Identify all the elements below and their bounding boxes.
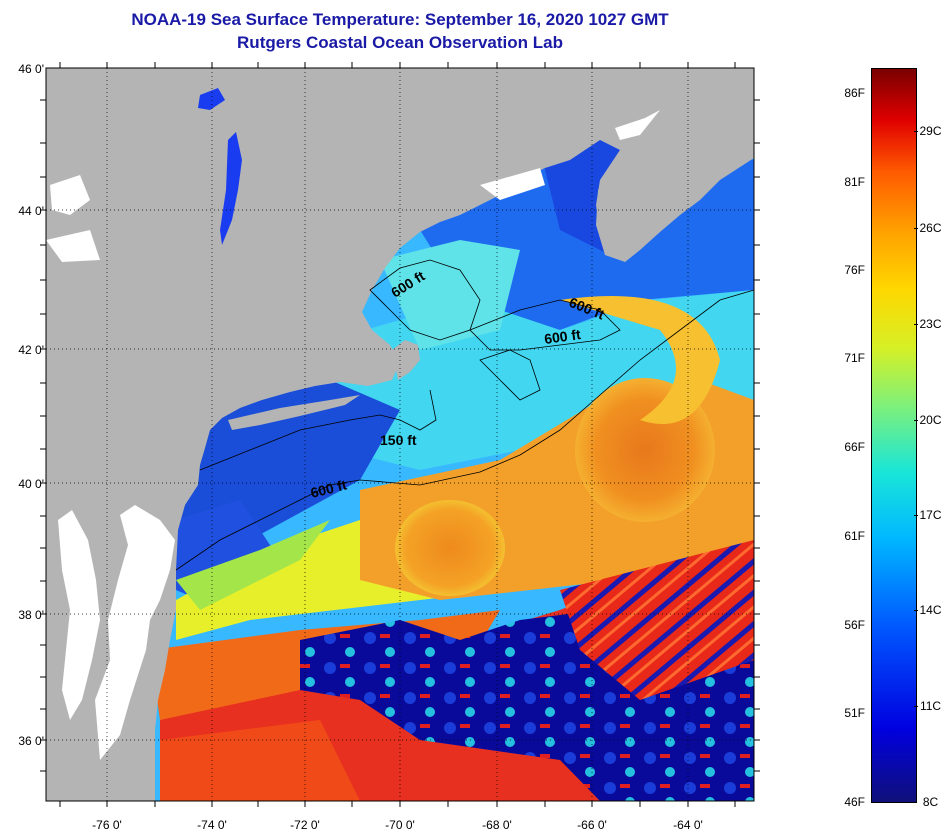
lon-label: -64 0' bbox=[673, 818, 703, 832]
lon-label: -68 0' bbox=[482, 818, 512, 832]
colorbar-c-label: 17C bbox=[914, 508, 944, 522]
lat-label: 36 0' bbox=[18, 734, 44, 748]
temperature-colorbar bbox=[871, 68, 917, 803]
colorbar-f-label: 51F bbox=[844, 706, 865, 720]
colorbar-c-label: 23C bbox=[914, 317, 944, 331]
colorbar-f-label: 81F bbox=[844, 175, 865, 189]
land-mass bbox=[46, 68, 754, 801]
colorbar-c-label: 29C bbox=[914, 124, 944, 138]
colorbar-c-label: 20C bbox=[914, 413, 944, 427]
colorbar-c-label: 14C bbox=[914, 603, 944, 617]
contour-label: 600 ft bbox=[543, 326, 582, 347]
colorbar-f-label: 76F bbox=[844, 263, 865, 277]
colorbar-f-label: 86F bbox=[844, 86, 865, 100]
lon-label: -70 0' bbox=[385, 818, 415, 832]
lat-label: 42 0' bbox=[18, 343, 44, 357]
colorbar-f-label: 66F bbox=[844, 440, 865, 454]
lat-label: 44 0' bbox=[18, 204, 44, 218]
colorbar-f-label: 61F bbox=[844, 529, 865, 543]
contour-label: 150 ft bbox=[380, 432, 417, 448]
map-subtitle: Rutgers Coastal Ocean Observation Lab bbox=[237, 33, 563, 52]
colorbar-f-label: 56F bbox=[844, 618, 865, 632]
lon-label: -72 0' bbox=[290, 818, 320, 832]
colorbar-c-label: 8C bbox=[922, 795, 939, 809]
lon-label: -74 0' bbox=[197, 818, 227, 832]
lat-label: 38 0' bbox=[18, 608, 44, 622]
colorbar-f-label: 71F bbox=[844, 351, 865, 365]
colorbar-c-label: 11C bbox=[914, 699, 944, 713]
lat-label: 46 0' bbox=[18, 62, 44, 76]
lon-label: -76 0' bbox=[92, 818, 122, 832]
lat-label: 40 0' bbox=[18, 477, 44, 491]
lon-label: -66 0' bbox=[577, 818, 607, 832]
colorbar-f-label: 46F bbox=[844, 795, 865, 809]
colorbar-c-label: 26C bbox=[914, 221, 944, 235]
map-title: NOAA-19 Sea Surface Temperature: Septemb… bbox=[131, 10, 669, 29]
